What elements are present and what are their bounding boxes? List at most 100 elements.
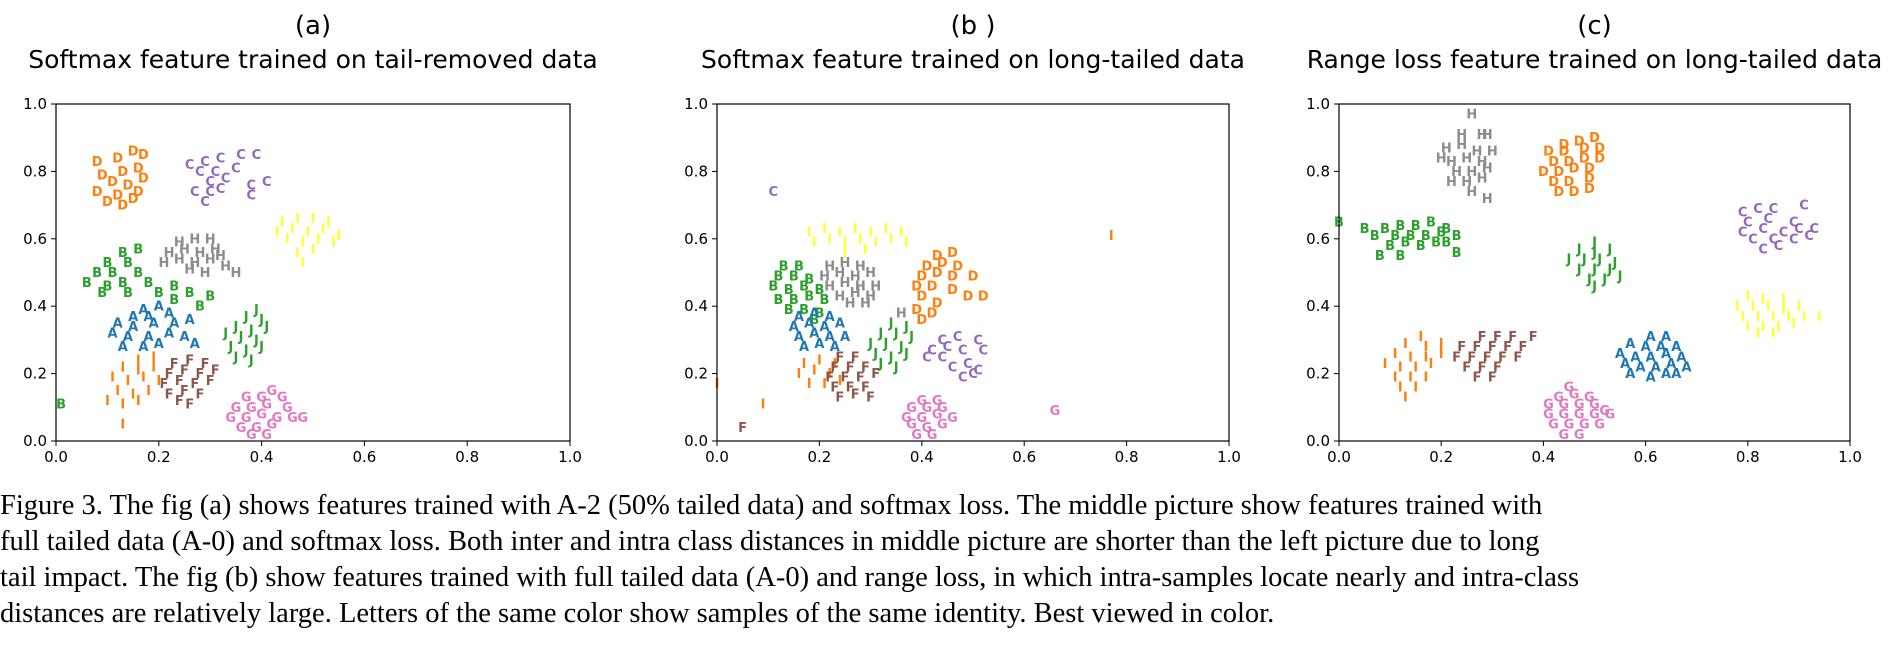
data-point-A: A: [819, 320, 829, 335]
data-point-B: B: [1390, 229, 1400, 244]
x-tick-label: 0.4: [910, 448, 934, 466]
data-point-I: I: [151, 350, 156, 365]
y-tick-label: 0.6: [684, 230, 708, 248]
data-point-B: B: [1406, 229, 1416, 244]
data-point-A: A: [143, 310, 153, 325]
data-point-A: A: [138, 340, 148, 355]
data-point-F: F: [1488, 340, 1497, 355]
data-point-B: B: [133, 242, 143, 257]
data-point-J: J: [1586, 273, 1592, 288]
scatter-panel-3: (c) Range loss feature trained on long-ta…: [1306, 11, 1882, 466]
data-point-B: B: [1385, 239, 1395, 254]
data-point-B: B: [108, 266, 118, 281]
data-point-G: G: [225, 411, 236, 426]
data-point-B: B: [1421, 229, 1431, 244]
y-tick-label: 0.4: [23, 297, 47, 315]
data-point-D: D: [92, 155, 103, 170]
data-point-H: H: [896, 306, 907, 321]
data-point-H: H: [1466, 165, 1477, 180]
data-point-F: F: [1473, 340, 1482, 355]
data-point-J: J: [253, 333, 259, 348]
data-point-A: A: [814, 337, 824, 352]
data-point-G: G: [267, 418, 278, 433]
data-point-I: I: [843, 236, 848, 251]
data-point-B: B: [799, 303, 809, 318]
data-point-H: H: [210, 242, 221, 257]
data-point-C: C: [769, 185, 779, 200]
x-tick-label: 0.2: [1429, 448, 1453, 466]
data-point-I: I: [1756, 327, 1761, 342]
data-point-G: G: [1559, 408, 1570, 423]
data-point-A: A: [1656, 340, 1666, 355]
data-point-J: J: [1606, 242, 1612, 257]
data-point-C: C: [185, 158, 195, 173]
data-point-A: A: [118, 340, 128, 355]
data-point-A: A: [789, 320, 799, 335]
data-point-C: C: [953, 330, 963, 345]
data-point-B: B: [773, 269, 783, 284]
data-point-H: H: [1472, 145, 1483, 160]
data-point-B: B: [185, 286, 195, 301]
data-point-I: I: [863, 242, 868, 257]
data-point-I: I: [131, 387, 136, 402]
data-point-F: F: [825, 370, 834, 385]
data-point-I: I: [1802, 310, 1807, 325]
data-point-C: C: [195, 165, 205, 180]
y-tick-label: 1.0: [1306, 95, 1330, 113]
data-point-I: I: [853, 222, 858, 237]
data-point-H: H: [189, 232, 200, 247]
data-point-D: D: [1594, 141, 1605, 156]
data-point-I: I: [136, 394, 141, 409]
data-point-F: F: [835, 391, 844, 406]
panel-title: Range loss feature trained on long-taile…: [1307, 45, 1883, 74]
data-point-C: C: [927, 344, 937, 359]
data-point-I: I: [858, 232, 863, 247]
data-point-B: B: [102, 256, 112, 271]
data-point-H: H: [834, 290, 845, 305]
data-point-C: C: [922, 350, 932, 365]
y-tick-label: 0.8: [684, 162, 708, 180]
data-point-C: C: [1804, 229, 1814, 244]
data-point-F: F: [1488, 370, 1497, 385]
data-point-B: B: [804, 273, 814, 288]
data-point-J: J: [1612, 256, 1618, 271]
data-point-B: B: [92, 266, 102, 281]
data-point-C: C: [1738, 226, 1748, 241]
data-point-C: C: [190, 185, 200, 200]
data-point-I: I: [290, 222, 295, 237]
data-point-G: G: [1559, 428, 1570, 443]
data-point-F: F: [185, 397, 194, 412]
data-point-B: B: [809, 313, 819, 328]
data-point-D: D: [117, 165, 128, 180]
data-point-G: G: [1579, 418, 1590, 433]
data-point-D: D: [1553, 185, 1564, 200]
data-point-H: H: [1477, 128, 1488, 143]
data-point-D: D: [922, 259, 933, 274]
data-point-F: F: [841, 370, 850, 385]
y-tick-label: 1.0: [23, 95, 47, 113]
data-point-I: I: [1413, 381, 1418, 396]
data-point-G: G: [1548, 418, 1559, 433]
data-point-H: H: [1446, 175, 1457, 190]
data-point-G: G: [1050, 404, 1061, 419]
data-point-I: I: [300, 236, 305, 251]
data-point-D: D: [1584, 182, 1595, 197]
data-point-D: D: [117, 199, 128, 214]
data-point-H: H: [850, 286, 861, 301]
x-tick-label: 0.6: [1634, 448, 1658, 466]
data-point-J: J: [248, 323, 254, 338]
data-point-I: I: [1429, 357, 1434, 372]
data-point-G: G: [1569, 387, 1580, 402]
data-point-J: J: [872, 347, 878, 362]
data-point-J: J: [893, 360, 899, 375]
data-point-A: A: [794, 310, 804, 325]
data-point-C: C: [1748, 232, 1758, 247]
data-point-A: A: [835, 317, 845, 332]
data-point-G: G: [231, 401, 242, 416]
data-point-D: D: [1538, 165, 1549, 180]
data-point-I: I: [1398, 360, 1403, 375]
data-point-J: J: [893, 327, 899, 342]
plot-frame: [1338, 103, 1851, 442]
data-point-D: D: [1584, 162, 1595, 177]
data-point-G: G: [241, 391, 252, 406]
